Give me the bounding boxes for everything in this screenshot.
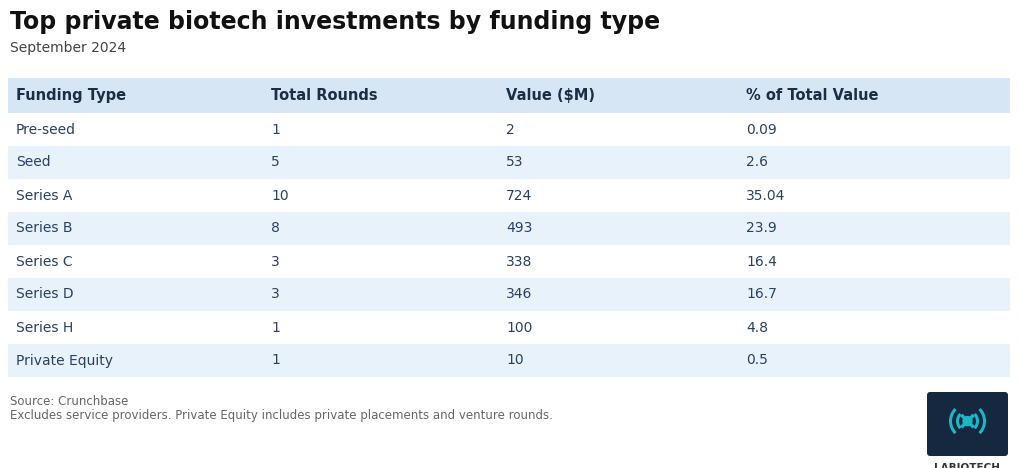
Text: Top private biotech investments by funding type: Top private biotech investments by fundi… xyxy=(10,10,659,34)
Text: 3: 3 xyxy=(271,255,279,269)
Text: 0.5: 0.5 xyxy=(745,353,767,367)
Bar xyxy=(8,344,1009,377)
Text: 1: 1 xyxy=(271,353,279,367)
Text: 2.6: 2.6 xyxy=(745,155,767,169)
Text: Seed: Seed xyxy=(16,155,51,169)
Text: 53: 53 xyxy=(505,155,523,169)
Bar xyxy=(8,245,1009,278)
Text: 16.7: 16.7 xyxy=(745,287,776,301)
Text: 35.04: 35.04 xyxy=(745,189,785,203)
Text: 338: 338 xyxy=(505,255,532,269)
Text: Excludes service providers. Private Equity includes private placements and ventu: Excludes service providers. Private Equi… xyxy=(10,409,552,422)
Text: 23.9: 23.9 xyxy=(745,221,776,235)
Bar xyxy=(8,113,1009,146)
Bar xyxy=(8,78,1009,113)
Text: 4.8: 4.8 xyxy=(745,321,767,335)
Bar xyxy=(8,179,1009,212)
Text: LABIOTECH: LABIOTECH xyxy=(933,463,1000,468)
Text: Funding Type: Funding Type xyxy=(16,88,126,103)
Text: 10: 10 xyxy=(505,353,523,367)
Text: 724: 724 xyxy=(505,189,532,203)
Bar xyxy=(8,146,1009,179)
Text: Source: Crunchbase: Source: Crunchbase xyxy=(10,395,128,408)
Bar xyxy=(8,212,1009,245)
Text: 493: 493 xyxy=(505,221,532,235)
Text: Total Rounds: Total Rounds xyxy=(271,88,377,103)
Text: Series D: Series D xyxy=(16,287,73,301)
Text: Pre-seed: Pre-seed xyxy=(16,123,76,137)
Text: 0.09: 0.09 xyxy=(745,123,776,137)
Bar xyxy=(8,311,1009,344)
Text: Value ($M): Value ($M) xyxy=(505,88,594,103)
Text: % of Total Value: % of Total Value xyxy=(745,88,877,103)
Text: 8: 8 xyxy=(271,221,279,235)
Text: Series A: Series A xyxy=(16,189,72,203)
Text: 1: 1 xyxy=(271,123,279,137)
Text: Series B: Series B xyxy=(16,221,72,235)
Text: 1: 1 xyxy=(271,321,279,335)
Text: 100: 100 xyxy=(505,321,532,335)
Text: Series H: Series H xyxy=(16,321,73,335)
Text: 2: 2 xyxy=(505,123,515,137)
Text: 10: 10 xyxy=(271,189,288,203)
Text: Series C: Series C xyxy=(16,255,72,269)
Text: 16.4: 16.4 xyxy=(745,255,776,269)
Text: September 2024: September 2024 xyxy=(10,41,126,55)
Text: 346: 346 xyxy=(505,287,532,301)
Bar xyxy=(8,278,1009,311)
Text: Private Equity: Private Equity xyxy=(16,353,113,367)
Text: 5: 5 xyxy=(271,155,279,169)
FancyBboxPatch shape xyxy=(926,392,1007,456)
Text: 3: 3 xyxy=(271,287,279,301)
Circle shape xyxy=(962,417,971,425)
